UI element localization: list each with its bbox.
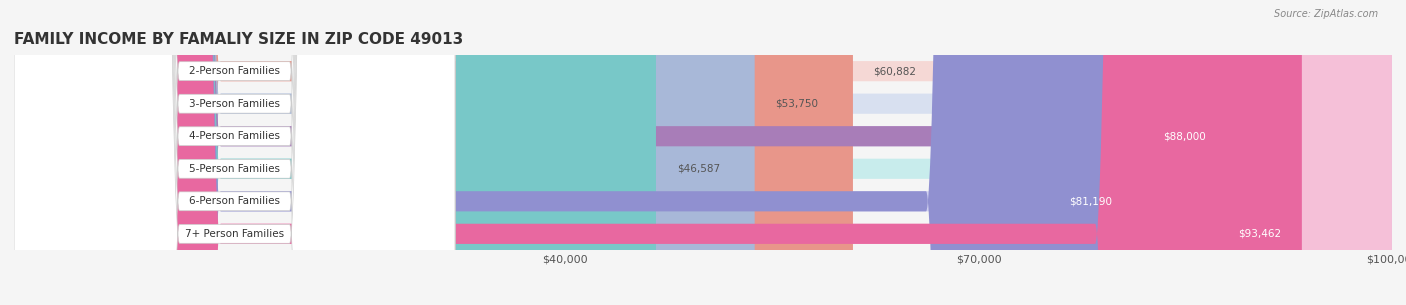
FancyBboxPatch shape xyxy=(14,0,1392,305)
FancyBboxPatch shape xyxy=(14,0,1392,305)
FancyBboxPatch shape xyxy=(14,0,456,305)
FancyBboxPatch shape xyxy=(14,0,755,305)
Text: $93,462: $93,462 xyxy=(1239,229,1281,239)
Text: Source: ZipAtlas.com: Source: ZipAtlas.com xyxy=(1274,9,1378,19)
FancyBboxPatch shape xyxy=(14,0,1226,305)
FancyBboxPatch shape xyxy=(14,0,1392,305)
FancyBboxPatch shape xyxy=(14,0,1392,305)
Text: $60,882: $60,882 xyxy=(873,66,917,76)
Text: 3-Person Families: 3-Person Families xyxy=(188,99,280,109)
Text: 6-Person Families: 6-Person Families xyxy=(188,196,280,206)
FancyBboxPatch shape xyxy=(14,0,1392,305)
FancyBboxPatch shape xyxy=(14,0,456,305)
Text: 7+ Person Families: 7+ Person Families xyxy=(186,229,284,239)
Text: 2-Person Families: 2-Person Families xyxy=(188,66,280,76)
FancyBboxPatch shape xyxy=(14,0,1302,305)
FancyBboxPatch shape xyxy=(14,0,456,305)
FancyBboxPatch shape xyxy=(14,0,456,305)
Text: $88,000: $88,000 xyxy=(1163,131,1206,141)
FancyBboxPatch shape xyxy=(14,0,657,305)
FancyBboxPatch shape xyxy=(14,0,456,305)
FancyBboxPatch shape xyxy=(14,0,1392,305)
Text: $53,750: $53,750 xyxy=(775,99,818,109)
FancyBboxPatch shape xyxy=(14,0,1133,305)
Text: FAMILY INCOME BY FAMALIY SIZE IN ZIP CODE 49013: FAMILY INCOME BY FAMALIY SIZE IN ZIP COD… xyxy=(14,32,464,47)
Text: 5-Person Families: 5-Person Families xyxy=(188,164,280,174)
Text: $81,190: $81,190 xyxy=(1069,196,1112,206)
Text: $46,587: $46,587 xyxy=(676,164,720,174)
FancyBboxPatch shape xyxy=(14,0,853,305)
FancyBboxPatch shape xyxy=(14,0,456,305)
Text: 4-Person Families: 4-Person Families xyxy=(188,131,280,141)
